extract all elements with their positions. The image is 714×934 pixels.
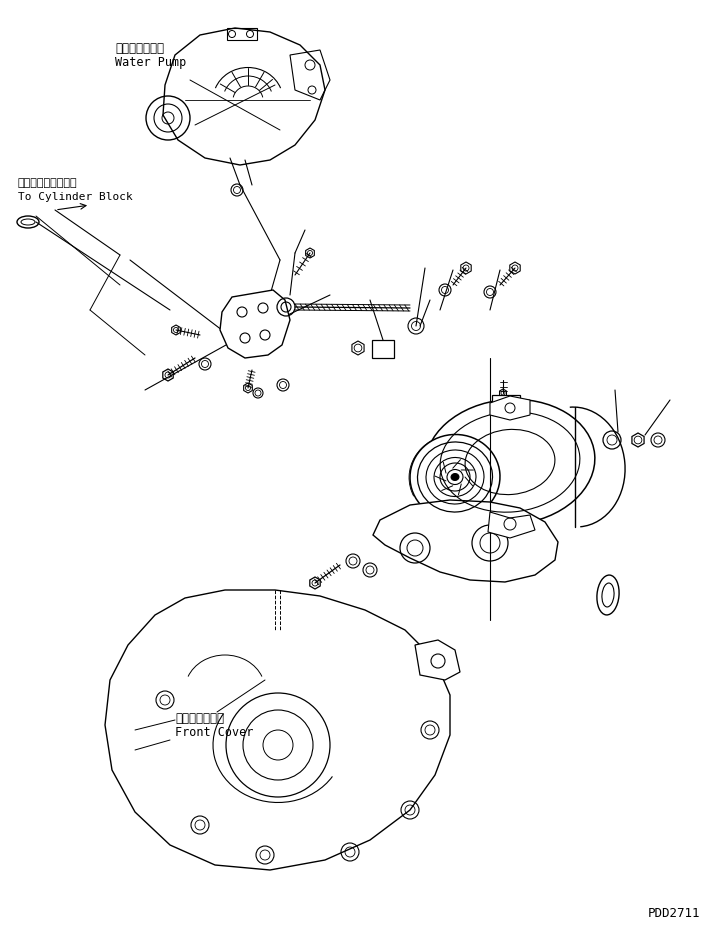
Text: フロントカバー: フロントカバー — [175, 712, 224, 725]
Text: PDD2711: PDD2711 — [648, 907, 700, 920]
Bar — [372, 340, 394, 358]
Polygon shape — [105, 590, 450, 870]
Polygon shape — [415, 640, 460, 680]
Polygon shape — [488, 512, 535, 538]
Text: Front Cover: Front Cover — [175, 726, 253, 739]
Bar — [492, 395, 520, 415]
Ellipse shape — [597, 575, 619, 615]
Ellipse shape — [425, 400, 595, 525]
Ellipse shape — [451, 474, 459, 480]
Polygon shape — [220, 290, 290, 358]
Polygon shape — [373, 500, 558, 582]
Text: Water Pump: Water Pump — [115, 56, 186, 69]
Text: To Cylinder Block: To Cylinder Block — [18, 192, 133, 202]
Text: シリンダブロックヘ: シリンダブロックヘ — [18, 178, 78, 188]
Bar — [227, 28, 257, 40]
Ellipse shape — [410, 434, 500, 519]
Polygon shape — [490, 396, 530, 420]
Text: ウォータポンプ: ウォータポンプ — [115, 42, 164, 55]
